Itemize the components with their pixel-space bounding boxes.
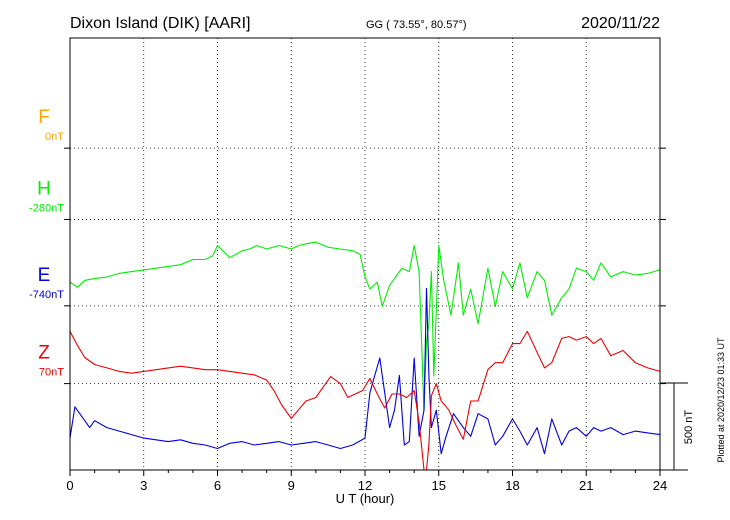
- trace-label-F: F: [38, 107, 50, 128]
- coordinates: GG ( 73.55°, 80.57°): [366, 19, 467, 31]
- x-tick-label: 15: [432, 478, 446, 493]
- trace-base-H: -280nT: [29, 202, 64, 214]
- x-tick-label: 24: [653, 478, 667, 493]
- trace-label-E: E: [38, 265, 51, 286]
- trace-line-E: [69, 287, 661, 455]
- x-tick-label: 9: [288, 478, 295, 493]
- x-tick-label: 12: [358, 478, 372, 493]
- plotted-at-note: Plotted at 2020/12/23 01:33 UT: [716, 337, 726, 463]
- plot-frame: [69, 37, 661, 471]
- trace-label-H: H: [37, 178, 51, 199]
- x-axis: 0 3 6 9 12 15 18 21 24: [66, 470, 667, 493]
- scale-bar-label: 500 nT: [683, 410, 695, 445]
- plot-date: 2020/11/22: [581, 15, 660, 32]
- trace-line-H: [69, 241, 661, 412]
- grid: [64, 38, 666, 470]
- scale-bar: 500 nT: [660, 382, 695, 471]
- trace-line-Z: [69, 330, 661, 471]
- trace-base-E: -740nT: [29, 289, 64, 301]
- x-tick-label: 18: [505, 478, 519, 493]
- x-tick-label: 21: [579, 478, 593, 493]
- x-tick-label: 0: [66, 478, 73, 493]
- trace-labels: F 0nT H -280nT E -740nT Z 70nT: [29, 107, 64, 378]
- x-tick-label: 6: [214, 478, 221, 493]
- x-tick-label: 3: [140, 478, 147, 493]
- trace-label-Z: Z: [38, 343, 50, 364]
- station-title: Dixon Island (DIK) [AARI]: [70, 15, 251, 32]
- trace-base-F: 0nT: [45, 131, 64, 143]
- trace-lines: [69, 241, 661, 471]
- trace-base-Z: 70nT: [39, 367, 64, 379]
- x-axis-label: U T (hour): [336, 491, 395, 506]
